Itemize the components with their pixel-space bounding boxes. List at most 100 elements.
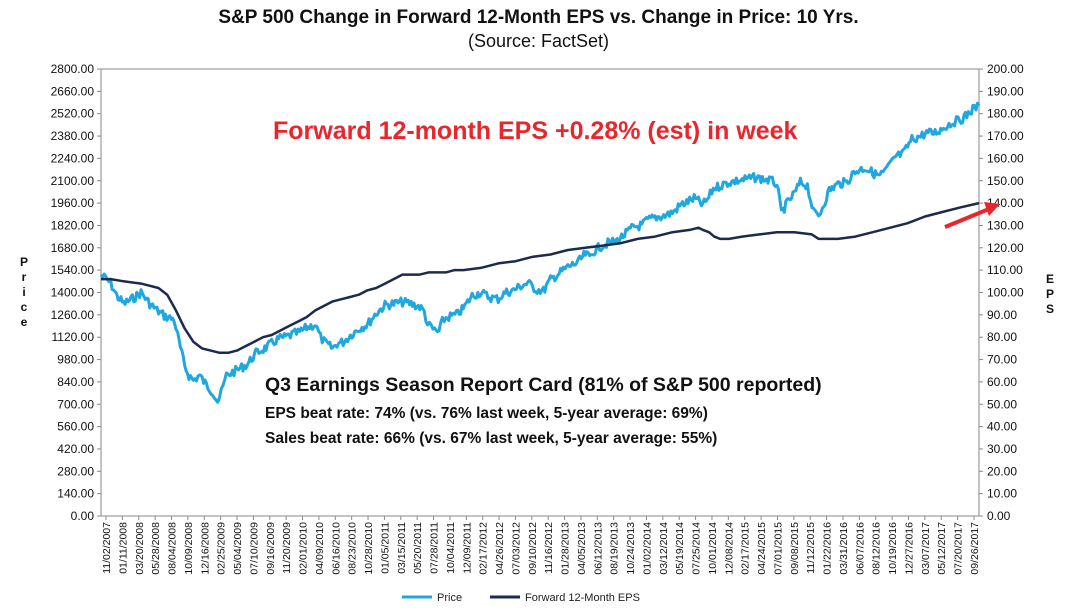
x-tick-label: 07/01/2015	[772, 522, 784, 575]
left-tick-label: 2800.00	[51, 62, 95, 76]
x-tick-label: 02/17/2012	[478, 522, 490, 575]
x-tick-label: 02/25/2009	[216, 522, 228, 575]
right-tick-label: 110.00	[987, 263, 1023, 277]
red-arrow-icon	[944, 202, 1000, 229]
eps-beat-rate: EPS beat rate: 74% (vs. 76% last week, 5…	[265, 405, 708, 422]
x-tick-label: 05/28/2008	[150, 522, 162, 575]
x-tick-label: 07/03/2012	[510, 522, 522, 575]
left-tick-label: 1260.00	[51, 308, 95, 322]
right-tick-label: 90.00	[987, 308, 1017, 322]
x-tick-label: 06/16/2010	[330, 522, 342, 575]
x-tick-label: 10/01/2014	[707, 522, 719, 575]
right-tick-label: 20.00	[987, 464, 1017, 478]
x-tick-label: 05/20/2011	[412, 522, 424, 574]
right-axis-ticks: 0.00 10.00 20.00 30.00 40.00 50.00 60.00 70.00 8…	[979, 62, 1024, 523]
right-tick-label: 200.00	[987, 62, 1024, 76]
x-tick-label: 01/11/2008	[117, 522, 129, 574]
right-tick-label: 30.00	[987, 442, 1017, 456]
x-tick-label: 11/16/2012	[543, 522, 555, 574]
eps-change-annotation: Forward 12-month EPS +0.28% (est) in wee…	[273, 117, 798, 145]
series-group	[99, 101, 981, 404]
x-tick-label: 10/28/2010	[363, 522, 375, 575]
x-tick-label: 05/19/2014	[674, 522, 686, 575]
x-tick-label: 08/23/2010	[347, 522, 359, 575]
right-tick-label: 60.00	[987, 375, 1017, 389]
series-line-eps	[101, 201, 980, 355]
x-tick-label: 03/12/2014	[658, 522, 670, 575]
left-tick-label: 980.00	[57, 353, 94, 367]
axis-label-char: c	[21, 300, 28, 314]
x-tick-label: 10/19/2016	[887, 522, 899, 575]
left-tick-label: 1820.00	[51, 218, 95, 232]
x-tick-label: 08/04/2008	[167, 522, 179, 575]
x-tick-label: 11/20/2009	[281, 522, 293, 574]
left-tick-label: 1960.00	[51, 196, 95, 210]
left-tick-label: 140.00	[57, 487, 94, 501]
x-tick-label: 04/05/2013	[576, 522, 588, 575]
x-tick-label: 11/02/2007	[101, 522, 113, 574]
x-tick-label: 08/12/2016	[871, 522, 883, 575]
right-tick-label: 130.00	[987, 218, 1024, 232]
left-tick-label: 2380.00	[51, 129, 95, 143]
right-tick-label: 40.00	[987, 420, 1017, 434]
axis-label-char: E	[1046, 272, 1054, 286]
x-tick-label: 09/08/2015	[789, 522, 801, 575]
series-line-price	[99, 101, 981, 404]
x-tick-label: 09/26/2017	[969, 522, 981, 575]
left-tick-label: 2660.00	[51, 84, 95, 98]
left-tick-label: 2100.00	[51, 174, 95, 188]
x-tick-label: 05/04/2009	[232, 522, 244, 575]
left-tick-label: 2520.00	[51, 107, 95, 121]
left-tick-label: 0.00	[71, 509, 95, 523]
axis-label-char: P	[20, 255, 28, 269]
left-tick-label: 280.00	[57, 464, 94, 478]
left-tick-label: 2240.00	[51, 151, 95, 165]
x-axis-ticks: 11/02/2007 01/11/2008 03/20/2008 05/28/2008…	[101, 516, 981, 575]
right-tick-label: 0.00	[987, 509, 1011, 523]
axis-label-char: i	[22, 285, 25, 299]
right-tick-label: 10.00	[987, 487, 1017, 501]
x-tick-label: 12/08/2014	[723, 522, 735, 575]
x-tick-label: 03/20/2008	[134, 522, 146, 575]
right-axis-label: EPS	[1046, 272, 1054, 316]
legend-price-label: Price	[437, 592, 462, 604]
axis-label-char: S	[1046, 302, 1054, 316]
x-tick-label: 01/28/2013	[560, 522, 572, 575]
x-tick-label: 07/28/2011	[429, 522, 441, 574]
chart-subtitle: (Source: FactSet)	[467, 31, 610, 51]
legend-eps-label: Forward 12-Month EPS	[525, 592, 640, 604]
x-tick-label: 01/05/2011	[379, 522, 391, 574]
right-tick-label: 150.00	[987, 174, 1024, 188]
left-tick-label: 840.00	[57, 375, 94, 389]
x-tick-label: 04/26/2012	[494, 522, 506, 575]
left-tick-label: 1400.00	[51, 286, 95, 300]
x-tick-label: 12/27/2016	[903, 522, 915, 575]
x-tick-label: 03/15/2011	[396, 522, 408, 574]
sales-beat-rate: Sales beat rate: 66% (vs. 67% last week,…	[265, 430, 717, 447]
x-tick-label: 09/16/2009	[265, 522, 277, 575]
axis-label-char: e	[21, 315, 28, 329]
right-tick-label: 50.00	[987, 397, 1017, 411]
axis-label-char: r	[22, 270, 27, 284]
left-tick-label: 700.00	[57, 397, 94, 411]
x-tick-label: 10/09/2008	[183, 522, 195, 575]
x-tick-label: 02/17/2015	[740, 522, 752, 575]
left-tick-label: 560.00	[57, 420, 94, 434]
x-tick-label: 08/19/2013	[609, 522, 621, 575]
x-tick-label: 05/12/2017	[936, 522, 948, 575]
x-tick-label: 12/09/2011	[461, 522, 473, 574]
right-tick-label: 100.00	[987, 286, 1024, 300]
x-tick-label: 04/09/2010	[314, 522, 326, 575]
x-tick-label: 07/25/2014	[691, 522, 703, 575]
left-tick-label: 1540.00	[51, 263, 95, 277]
left-axis-ticks: 0.00 140.00 280.00 420.00 560.00 700.00 840.00…	[51, 62, 101, 523]
x-tick-label: 07/20/2017	[953, 522, 965, 575]
x-tick-label: 03/31/2016	[838, 522, 850, 575]
axis-label-char: P	[1046, 287, 1054, 301]
x-tick-label: 01/02/2014	[641, 522, 653, 575]
x-tick-label: 04/24/2015	[756, 522, 768, 575]
x-tick-label: 06/12/2013	[592, 522, 604, 575]
x-tick-label: 11/12/2015	[805, 522, 817, 574]
x-tick-label: 02/01/2010	[298, 522, 310, 575]
